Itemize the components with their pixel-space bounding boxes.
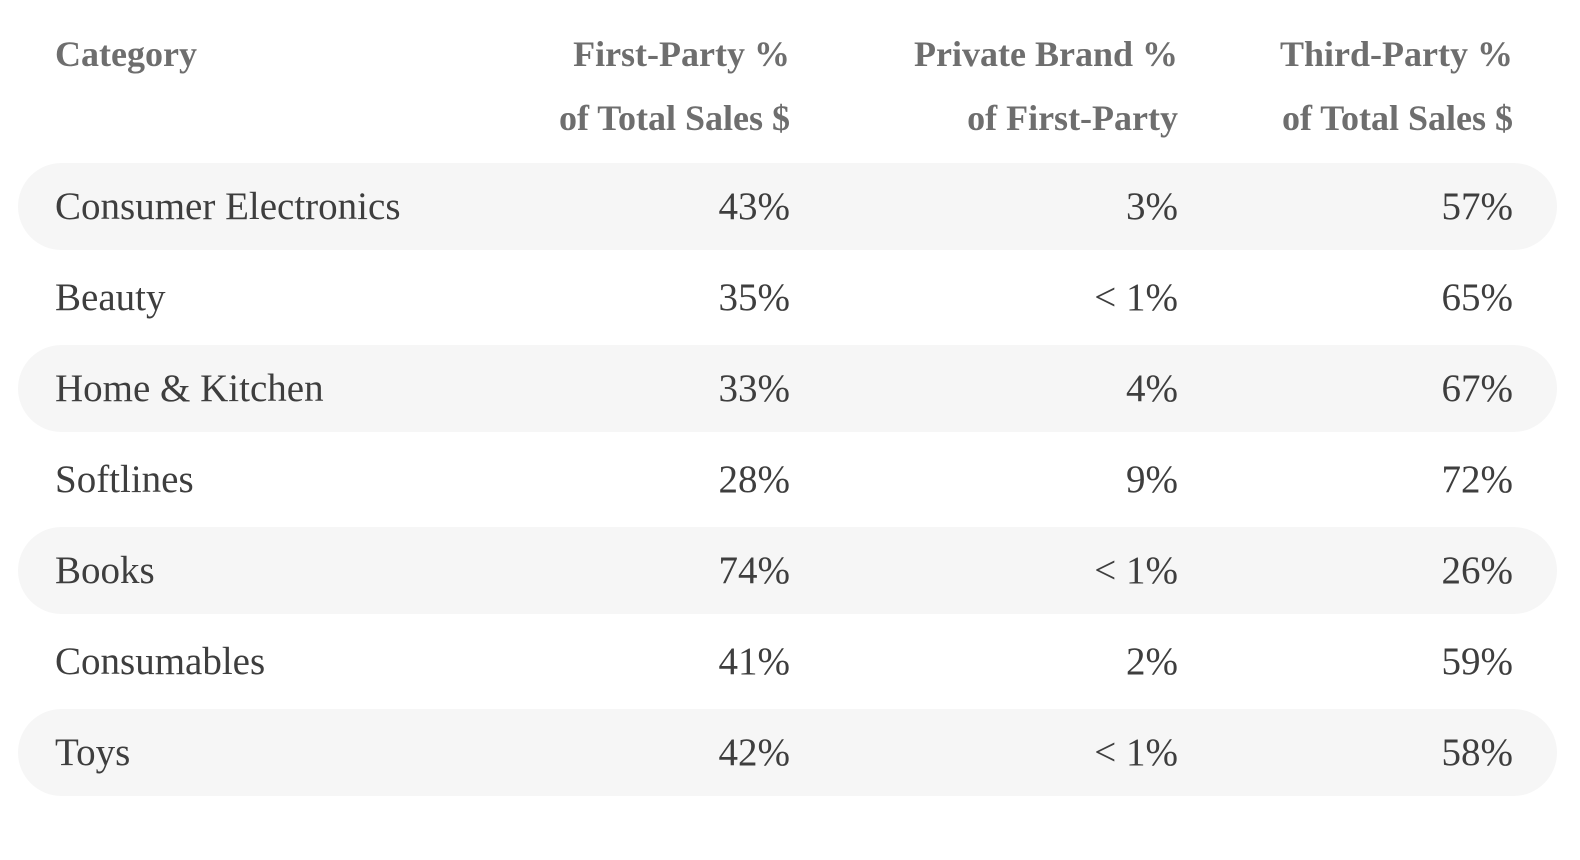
cell-first-party: 35% xyxy=(718,276,791,319)
table-row-home-kitchen: Home & Kitchen 33% 4% 67% xyxy=(18,345,1557,432)
cell-first-party: 42% xyxy=(718,731,791,774)
cell-third-party: 67% xyxy=(1441,367,1514,410)
cell-third-party: 26% xyxy=(1441,549,1514,592)
header-private-brand: Private Brand % of First-Party xyxy=(914,34,1178,138)
cell-first-party: 33% xyxy=(718,367,791,410)
table-row-consumer-electronics: Consumer Electronics 43% 3% 57% xyxy=(18,163,1557,250)
cell-third-party: 59% xyxy=(1441,640,1514,683)
table-body: Consumer Electronics 43% 3% 57% Beauty 3… xyxy=(18,163,1557,796)
cell-category: Softlines xyxy=(55,458,194,501)
cell-private-brand: 4% xyxy=(1126,367,1178,410)
cell-third-party: 72% xyxy=(1441,458,1514,501)
cell-category: Beauty xyxy=(55,276,166,319)
cell-category: Consumer Electronics xyxy=(55,185,401,228)
cell-third-party: 57% xyxy=(1441,185,1514,228)
cell-private-brand: 2% xyxy=(1126,640,1178,683)
cell-first-party: 74% xyxy=(718,549,791,592)
cell-first-party: 41% xyxy=(718,640,791,683)
cell-private-brand: 9% xyxy=(1126,458,1178,501)
cell-third-party: 58% xyxy=(1441,731,1514,774)
table-row-softlines: Softlines 28% 9% 72% xyxy=(18,436,1557,523)
table-row-books: Books 74% < 1% 26% xyxy=(18,527,1557,614)
cell-category: Toys xyxy=(55,731,131,774)
cell-first-party: 43% xyxy=(718,185,791,228)
header-third-party: Third-Party % of Total Sales $ xyxy=(1280,34,1513,138)
table-row-consumables: Consumables 41% 2% 59% xyxy=(18,618,1557,705)
cell-category: Consumables xyxy=(55,640,266,683)
cell-category: Books xyxy=(55,549,155,592)
table-row-beauty: Beauty 35% < 1% 65% xyxy=(18,254,1557,341)
header-category: Category xyxy=(55,34,197,74)
cell-category: Home & Kitchen xyxy=(55,367,324,410)
category-sales-table: Category First-Party % of Total Sales $ … xyxy=(18,0,1557,796)
cell-private-brand: 3% xyxy=(1126,185,1178,228)
table-header-row: Category First-Party % of Total Sales $ … xyxy=(18,22,1557,150)
cell-private-brand: < 1% xyxy=(1094,549,1178,592)
header-first-party: First-Party % of Total Sales $ xyxy=(558,34,790,138)
cell-first-party: 28% xyxy=(718,458,791,501)
cell-third-party: 65% xyxy=(1441,276,1514,319)
cell-private-brand: < 1% xyxy=(1094,731,1178,774)
cell-private-brand: < 1% xyxy=(1094,276,1178,319)
table-row-toys: Toys 42% < 1% 58% xyxy=(18,709,1557,796)
